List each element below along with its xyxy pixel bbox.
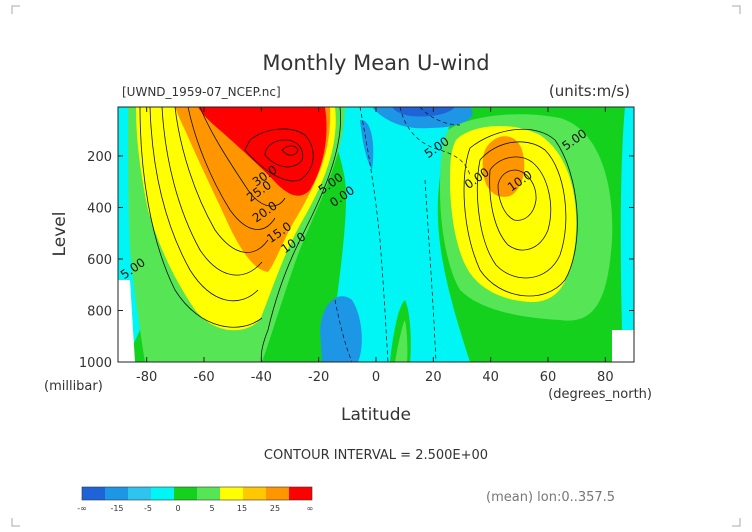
x-tick-label: 40: [482, 370, 499, 385]
y-tick-label: 200: [87, 150, 112, 165]
chart-subtitle-left: [UWND_1959-07_NCEP.nc]: [122, 85, 281, 99]
colorbar-swatch: [151, 487, 174, 500]
easterly-core-top: [392, 107, 455, 117]
chart-subtitle-right: (units:m/s): [549, 82, 630, 100]
colorbar-swatch: [82, 487, 105, 500]
colorbar-swatch: [174, 487, 197, 500]
contour-lines: [139, 107, 578, 362]
contour-lines-dashed: [334, 107, 471, 362]
colorbar-swatch: [266, 487, 289, 500]
colorbar-label: ∞: [307, 504, 314, 513]
x-axis-units: (degrees_north): [548, 387, 652, 402]
cyan-right-edge: [620, 107, 634, 330]
chart-title: Monthly Mean U-wind: [262, 51, 489, 75]
nh-jet-orange: [482, 136, 525, 197]
colorbar-frame: [81, 486, 313, 501]
mean-note: (mean) lon:0..357.5: [486, 490, 615, 505]
x-tick-label: 80: [597, 370, 614, 385]
corner-marks: [11, 5, 741, 527]
missing-data-left: [118, 280, 135, 362]
colorbar-label: 25: [270, 504, 280, 513]
y-tick-label: 400: [87, 201, 112, 216]
colorbar-swatch: [289, 487, 312, 500]
colorbar-swatch: [197, 487, 220, 500]
y-axis-units: (millibar): [44, 379, 103, 394]
x-tick-label: 0: [372, 370, 380, 385]
x-tick-label: -40: [251, 370, 272, 385]
y-tick-label: 800: [87, 304, 112, 319]
colorbar-swatch: [220, 487, 243, 500]
easterly-low-cell: [320, 296, 362, 362]
easterly-core-upper: [372, 107, 473, 129]
colorbar-label: -∞: [77, 504, 87, 513]
colorbar: -∞ -15 -5 0 5 15 25 ∞: [77, 486, 314, 513]
colorbar-swatch: [105, 487, 128, 500]
easterly-region: [325, 107, 470, 362]
y-tick-label: 1000: [79, 356, 112, 371]
colorbar-label: 0: [175, 504, 180, 513]
colorbar-label: 5: [209, 504, 214, 513]
colorbar-label: -15: [110, 504, 123, 513]
colorbar-swatch: [128, 487, 151, 500]
x-tick-label: -20: [308, 370, 329, 385]
contour-interval: CONTOUR INTERVAL = 2.500E+00: [264, 448, 488, 463]
y-axis-label: Level: [50, 212, 70, 257]
x-tick-label: -80: [136, 370, 157, 385]
y-tick-label: 600: [87, 253, 112, 268]
sh-jet-red: [198, 107, 327, 196]
lightgreen-tongue: [395, 320, 408, 362]
x-tick-label: 20: [425, 370, 442, 385]
x-tick-label: -60: [193, 370, 214, 385]
contour-field: 30.025.020.015.010.05.000.005.005.000.00…: [118, 107, 634, 362]
nh-jet-yellow: [450, 125, 577, 303]
x-axis-label: Latitude: [341, 405, 411, 425]
colorbar-swatch: [243, 487, 266, 500]
x-axis: -80 -60 -40 -20 0 20 40 60 80: [136, 107, 614, 385]
y-axis: 200 400 600 800 1000: [79, 150, 634, 371]
colorbar-label: -5: [144, 504, 152, 513]
missing-data-right: [612, 330, 634, 362]
x-tick-label: 60: [540, 370, 557, 385]
colorbar-label: 15: [237, 504, 247, 513]
